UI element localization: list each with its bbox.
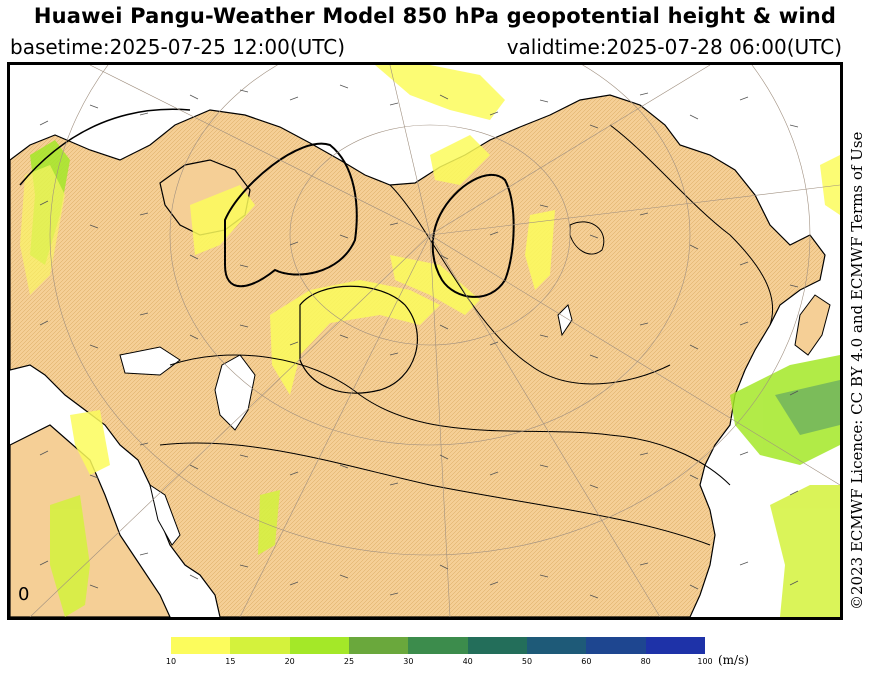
colorbar-segment bbox=[467, 637, 527, 654]
colorbar-tick-label: 60 bbox=[581, 657, 592, 666]
colorbar-tick-label: 100 bbox=[697, 657, 713, 666]
black-sea bbox=[119, 346, 181, 376]
colorbar-tick-label: 50 bbox=[521, 657, 533, 666]
persian-gulf bbox=[149, 483, 181, 546]
colorbar-segment bbox=[586, 637, 646, 654]
graticule bbox=[29, 65, 840, 617]
colorbar-tick-label: 40 bbox=[462, 657, 473, 666]
colorbar-segment bbox=[645, 637, 705, 654]
colorbar-segment bbox=[408, 637, 468, 654]
corner-label: 0 bbox=[18, 584, 30, 605]
wind-arrows bbox=[39, 84, 799, 599]
colorbar-tick-label: 30 bbox=[403, 657, 414, 666]
colorbar-tick-label: 80 bbox=[640, 657, 651, 666]
licence-text: ©2023 ECMWF Licence: CC BY 4.0 and ECMWF… bbox=[848, 131, 866, 610]
lake-baikal bbox=[557, 304, 573, 337]
colorbar bbox=[171, 637, 705, 654]
chart-title: Huawei Pangu-Weather Model 850 hPa geopo… bbox=[33, 4, 837, 28]
colorbar-tick-label: 10 bbox=[165, 657, 177, 666]
validtime-label: validtime:2025-07-28 06:00(UTC) bbox=[506, 35, 842, 59]
colorbar-unit: (m/s) bbox=[718, 653, 749, 667]
wind-speed-shading bbox=[20, 65, 840, 617]
colorbar-tick-label: 20 bbox=[284, 657, 295, 666]
colorbar-tick-label: 15 bbox=[225, 657, 236, 666]
colorbar-tick-label: 25 bbox=[343, 657, 355, 666]
basetime-label: basetime:2025-07-25 12:00(UTC) bbox=[10, 35, 346, 59]
weather-map bbox=[7, 62, 843, 620]
land-japan bbox=[794, 294, 831, 356]
colorbar-segment bbox=[171, 637, 231, 654]
colorbar-segment bbox=[230, 637, 290, 654]
geopotential-contours bbox=[19, 108, 774, 546]
caspian-sea bbox=[214, 354, 256, 431]
colorbar-segment bbox=[348, 637, 409, 654]
colorbar-segment bbox=[289, 637, 349, 654]
land-africa-arabia bbox=[10, 424, 171, 617]
colorbar-segment bbox=[526, 637, 587, 654]
